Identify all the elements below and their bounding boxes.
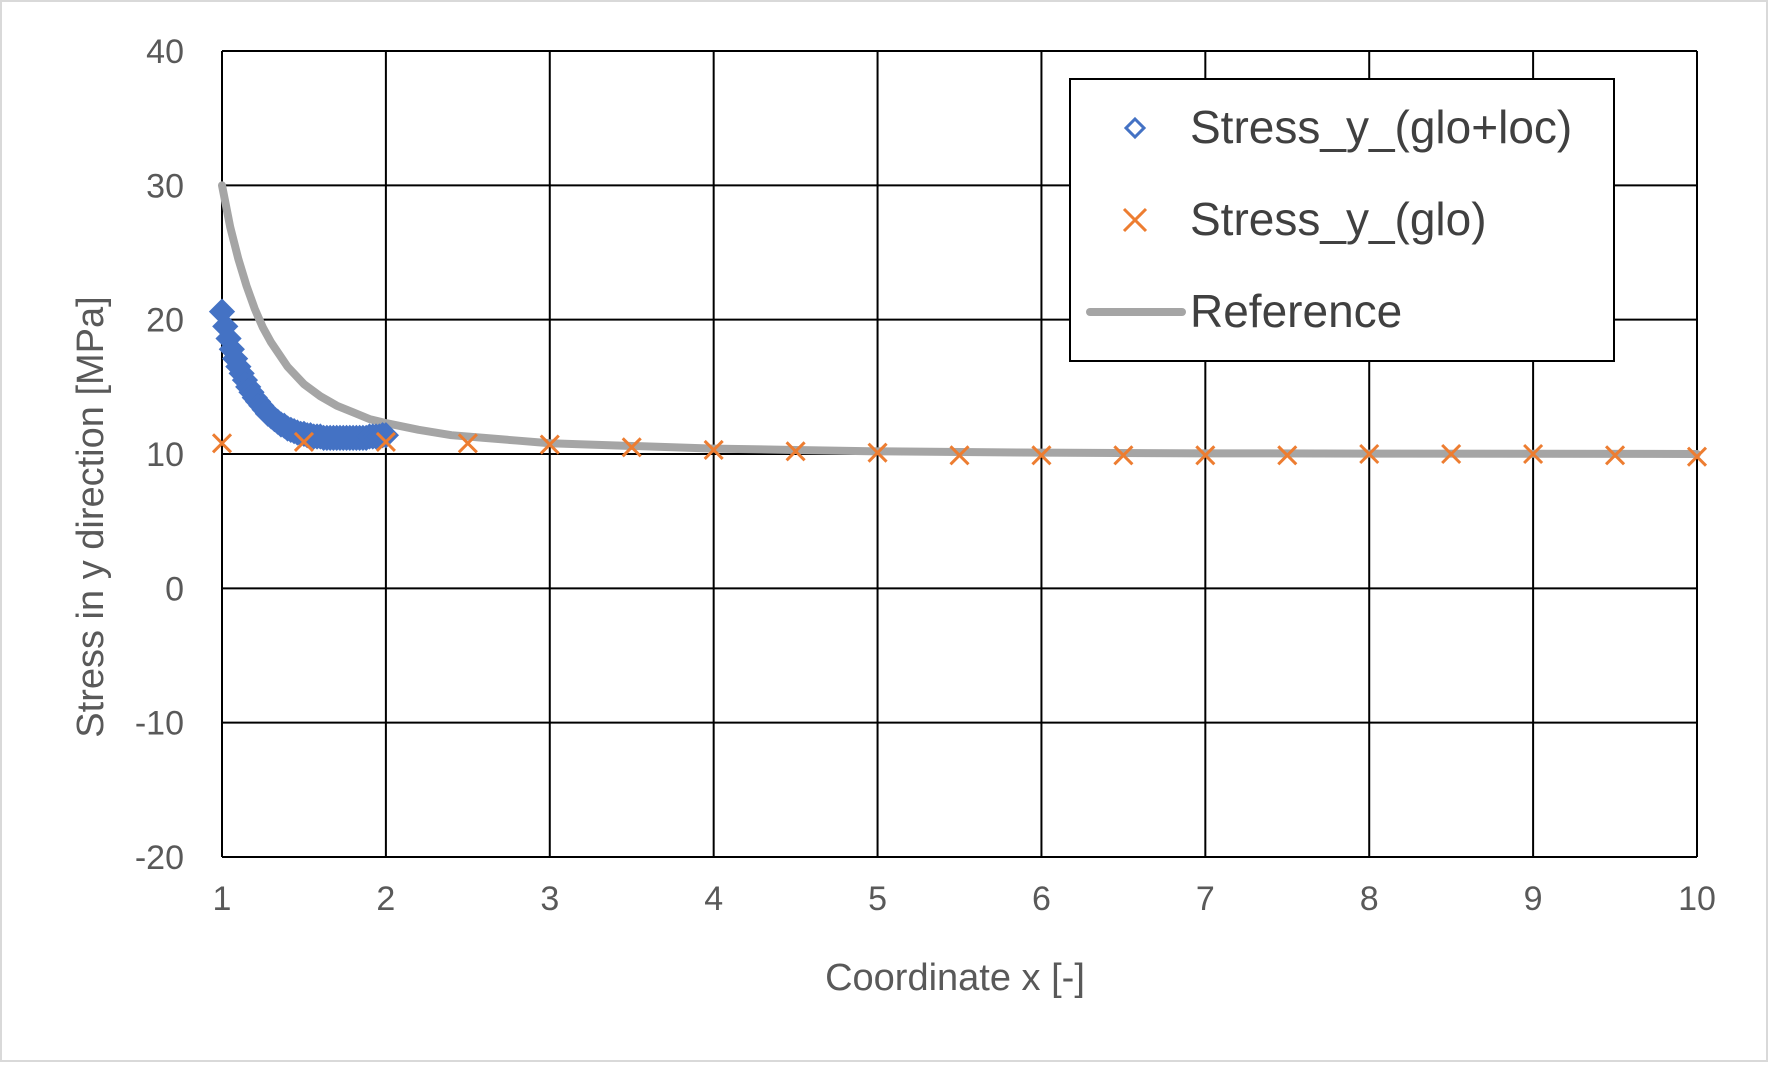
x-tick-label: 9 (1524, 880, 1543, 918)
y-tick-label: 20 (146, 302, 184, 340)
x-tick-label: 10 (1678, 880, 1716, 918)
x-tick-label: 3 (540, 880, 559, 918)
series-glo-point (375, 431, 396, 452)
x-tick-label: 1 (213, 880, 232, 918)
series-glo-point (1686, 446, 1708, 467)
series-glo-point (703, 439, 724, 461)
series-glo-point (1441, 443, 1462, 465)
x-tick-label: 7 (1196, 880, 1215, 918)
series-glo-point (1359, 443, 1380, 465)
y-tick-label: -10 (135, 705, 184, 743)
legend-label-glo-loc: Stress_y_(glo+loc) (1190, 101, 1572, 153)
series-layer (208, 181, 1708, 467)
series-reference-line (218, 181, 1701, 458)
legend-label-glo: Stress_y_(glo) (1190, 193, 1487, 245)
series-glo-point (1195, 445, 1216, 466)
series-glo-point (621, 437, 642, 458)
x-tick-label: 8 (1360, 880, 1379, 918)
y-axis-label: Stress in y direction [MPa] (70, 296, 112, 737)
series-glo-point (1523, 443, 1544, 465)
series-glo-point (785, 441, 806, 462)
y-tick-label: -20 (135, 839, 184, 877)
legend-diamond-icon (1123, 116, 1147, 140)
series-glo-point (1277, 445, 1298, 466)
x-tick-label: 2 (376, 880, 395, 918)
series-glo-point (1113, 445, 1134, 466)
series-glo-loc-point (372, 422, 400, 449)
legend: Stress_y_(glo+loc) Stress_y_(glo) Referenc… (1069, 78, 1615, 362)
y-tick-label: 0 (165, 570, 184, 608)
x-axis-label: Coordinate x [-] (825, 957, 1085, 999)
legend-x-icon (1122, 207, 1148, 233)
x-tick-label: 4 (704, 880, 723, 918)
series-glo-point (457, 433, 478, 454)
series-glo-point (539, 434, 560, 455)
y-tick-label: 30 (146, 167, 184, 205)
series-glo-point (867, 442, 888, 463)
x-tick-label: 6 (1032, 880, 1051, 918)
series-glo-point (293, 431, 315, 452)
y-tick-label: 10 (146, 436, 184, 474)
legend-label-reference: Reference (1190, 285, 1402, 337)
series-glo-point (949, 445, 970, 466)
y-tick-label: 40 (146, 33, 184, 71)
axis-layer: 1 2 3 4 5 6 7 8 9 10 -20 -10 0 10 20 30 40 (135, 33, 1716, 918)
x-tick-label: 5 (868, 880, 887, 918)
series-glo-point (1604, 445, 1626, 466)
series-glo-point (211, 433, 233, 454)
series-glo-point (1031, 445, 1052, 466)
